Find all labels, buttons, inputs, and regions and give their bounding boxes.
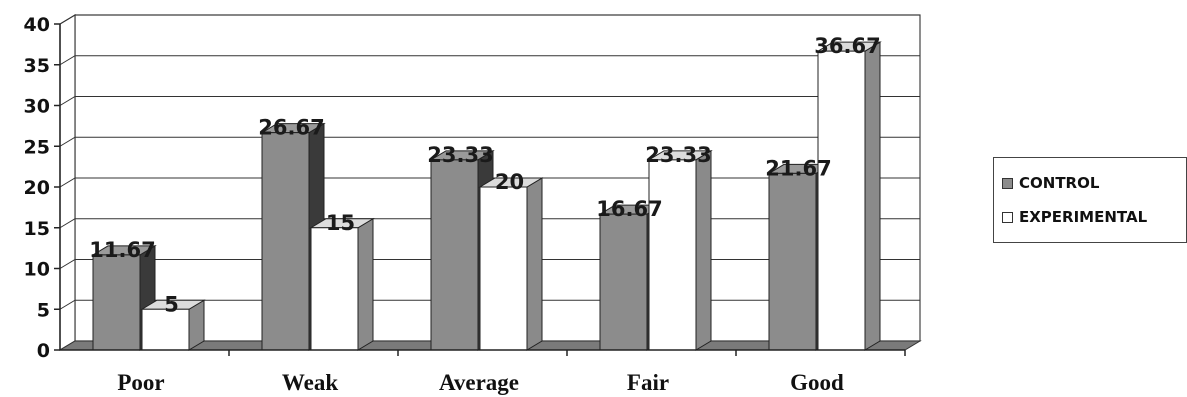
bar-side-experimental-fair [695,149,712,351]
y-tick-label: 5 [37,299,50,321]
bar-control-poor [92,254,141,351]
bar-control-average [430,159,479,351]
y-tick-label: 40 [24,14,50,36]
legend-item-control: CONTROL [1002,174,1099,192]
y-tick-label: 20 [24,177,50,199]
bar-side-experimental-average [526,177,543,351]
gridline [59,96,920,106]
legend-swatch-control [1002,177,1013,189]
legend-swatch-experimental [1002,211,1013,223]
bar-control-good [768,172,817,351]
data-label-experimental-weak: 15 [326,211,355,235]
y-tick-label: 25 [24,136,50,158]
legend-label-control: CONTROL [1019,174,1100,192]
bars [91,41,882,351]
bar-side-experimental-good [864,41,881,351]
data-label-control-average: 23.33 [427,143,493,167]
bar-control-fair [599,213,648,351]
x-tick-label-good: Good [790,370,844,395]
data-label-experimental-good: 36.67 [814,34,880,58]
data-label-experimental-fair: 23.33 [645,143,711,167]
bar-control-weak [261,132,310,351]
data-label-control-fair: 16.67 [596,197,662,221]
legend: CONTROL EXPERIMENTAL [993,157,1187,243]
bar-experimental-poor [141,308,190,351]
y-tick-label: 30 [24,96,50,118]
data-label-experimental-average: 20 [495,170,524,194]
y-axis: 0 5 10 15 20 25 30 35 40 [24,14,61,362]
bar-experimental-weak [310,227,359,351]
data-label-control-good: 21.67 [765,156,831,180]
gridline [59,136,920,147]
data-label-control-weak: 26.67 [258,116,324,140]
x-axis: Poor Weak Average Fair Good [60,349,906,395]
x-tick-label-average: Average [439,370,519,395]
x-tick-label-fair: Fair [627,370,669,395]
legend-label-experimental: EXPERIMENTAL [1019,208,1148,226]
x-tick-label-weak: Weak [282,370,338,395]
bar-experimental-average [479,186,528,351]
bar-experimental-good [817,50,866,351]
bar-side-experimental-weak [357,217,374,351]
y-tick-label: 35 [24,55,50,77]
y-tick-label: 10 [24,259,50,281]
gridline [59,177,920,188]
y-tick-label: 0 [37,340,50,362]
legend-item-experimental: EXPERIMENTAL [1002,208,1147,226]
y-tick-label: 15 [24,218,50,240]
data-label-control-poor: 11.67 [89,238,155,262]
x-tick-label-poor: Poor [117,370,164,395]
gridline [59,14,920,25]
data-label-experimental-poor: 5 [164,292,179,316]
gridline [59,55,920,66]
bar-experimental-fair [648,159,697,351]
